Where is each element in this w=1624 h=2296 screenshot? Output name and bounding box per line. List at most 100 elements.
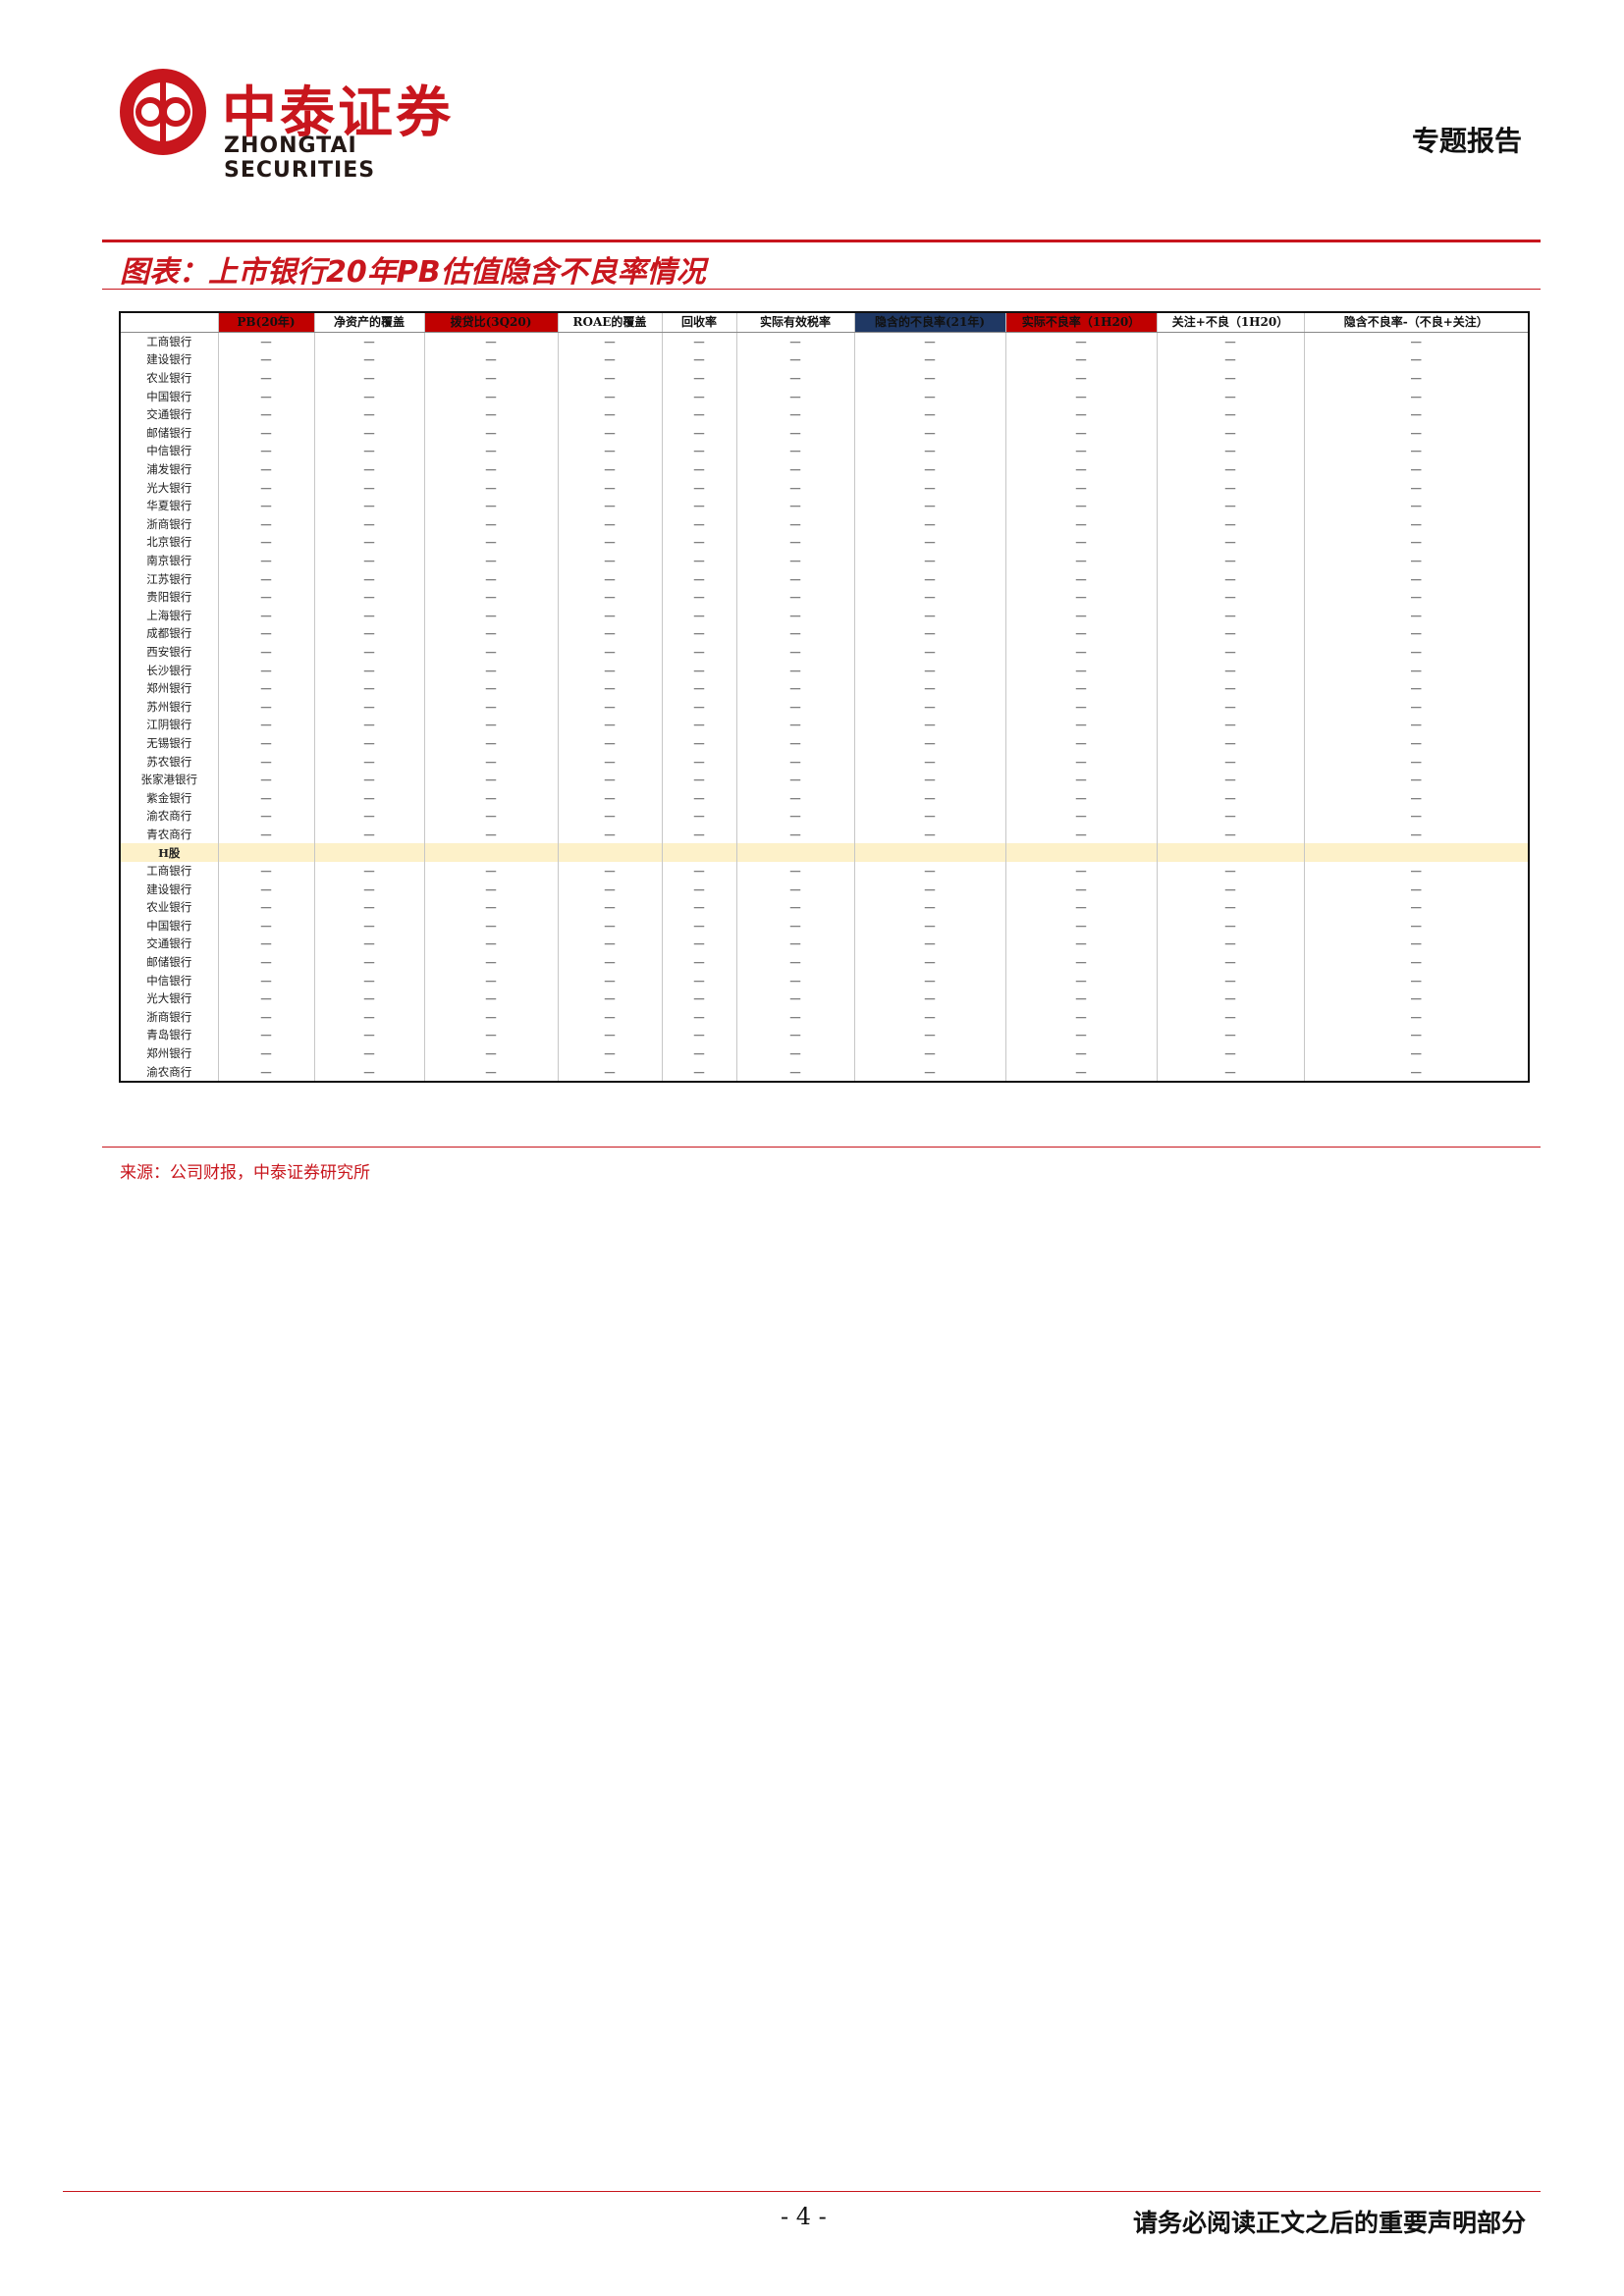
value-cell: —: [423, 952, 558, 972]
value-cell: —: [661, 733, 736, 753]
value-cell: —: [557, 716, 662, 734]
value-cell: —: [217, 350, 314, 369]
bank-name-cell: 工商银行: [119, 861, 218, 881]
value-cell: —: [853, 624, 1005, 643]
value-cell: —: [1156, 442, 1304, 460]
value-cell: —: [557, 697, 662, 717]
value-cell: —: [1004, 1026, 1157, 1044]
value-cell: —: [1004, 642, 1157, 662]
value-cell: —: [423, 624, 558, 643]
value-cell: —: [735, 587, 854, 607]
value-cell: —: [557, 861, 662, 881]
value-cell: —: [557, 551, 662, 570]
value-cell: —: [661, 898, 736, 917]
table-section-h-shares: H股: [119, 843, 1529, 862]
value-cell: —: [217, 934, 314, 953]
value-cell: —: [557, 368, 662, 388]
value-cell: —: [217, 368, 314, 388]
value-cell: —: [1004, 861, 1157, 881]
value-cell: —: [1156, 404, 1304, 424]
value-cell: —: [853, 533, 1005, 552]
bank-name-cell: 光大银行: [119, 988, 218, 1008]
bank-name-cell: 光大银行: [119, 478, 218, 497]
value-cell: —: [1303, 404, 1529, 424]
value-cell: —: [217, 952, 314, 972]
value-cell: —: [313, 952, 424, 972]
value-cell: —: [735, 1007, 854, 1027]
value-cell: —: [557, 624, 662, 643]
value-cell: —: [557, 569, 662, 588]
value-cell: —: [1303, 697, 1529, 717]
value-cell: —: [557, 971, 662, 989]
value-cell: —: [661, 533, 736, 552]
value-cell: —: [1303, 733, 1529, 753]
value-cell: —: [1156, 478, 1304, 497]
value-cell: —: [1156, 368, 1304, 388]
value-cell: —: [1004, 478, 1157, 497]
value-cell: —: [1004, 387, 1157, 405]
company-logo: 中泰证券 ZHONGTAI SECURITIES: [116, 61, 509, 183]
table-row: 交通银行 — — — — — — — — — —: [119, 404, 1529, 424]
value-cell: —: [313, 533, 424, 552]
value-cell: —: [1156, 752, 1304, 771]
value-cell: —: [217, 752, 314, 771]
bank-name-cell: 长沙银行: [119, 661, 218, 679]
value-cell: —: [1004, 716, 1157, 734]
value-cell: —: [217, 733, 314, 753]
value-cell: —: [735, 716, 854, 734]
value-cell: —: [853, 1026, 1005, 1044]
value-cell: —: [853, 1062, 1005, 1082]
value-cell: —: [313, 478, 424, 497]
value-cell: —: [735, 459, 854, 479]
value-cell: —: [1156, 788, 1304, 808]
value-cell: —: [217, 807, 314, 826]
value-cell: —: [1303, 770, 1529, 789]
value-cell: —: [853, 788, 1005, 808]
table-row: 青岛银行 — — — — — — — — — —: [119, 1026, 1529, 1044]
value-cell: —: [1004, 624, 1157, 643]
table-row: 江阴银行 — — — — — — — — — —: [119, 716, 1529, 734]
value-cell: —: [1004, 934, 1157, 953]
value-cell: —: [735, 971, 854, 989]
table-body-h-shares: 工商银行 — — — — — — — — — — 建设银行 — — — — — — — — — — 农业银行 — — — — — — — —…: [119, 861, 1529, 1082]
column-header: 关注+不良（1H20）: [1156, 312, 1304, 333]
value-cell: —: [661, 1007, 736, 1027]
value-cell: —: [1004, 752, 1157, 771]
value-cell: —: [423, 478, 558, 497]
value-cell: —: [1004, 533, 1157, 552]
bank-name-cell: 江苏银行: [119, 569, 218, 588]
value-cell: —: [1156, 807, 1304, 826]
value-cell: —: [1303, 971, 1529, 989]
value-cell: —: [661, 788, 736, 808]
value-cell: —: [1156, 1007, 1304, 1027]
value-cell: —: [423, 496, 558, 515]
value-cell: —: [1303, 368, 1529, 388]
value-cell: —: [735, 442, 854, 460]
value-cell: —: [853, 642, 1005, 662]
value-cell: —: [1303, 934, 1529, 953]
value-cell: —: [313, 624, 424, 643]
value-cell: —: [1156, 569, 1304, 588]
value-cell: —: [557, 423, 662, 443]
value-cell: —: [217, 587, 314, 607]
value-cell: —: [661, 1062, 736, 1082]
value-cell: —: [661, 861, 736, 881]
value-cell: —: [1156, 496, 1304, 515]
bank-name-cell: 成都银行: [119, 624, 218, 643]
value-cell: —: [423, 807, 558, 826]
value-cell: —: [217, 1062, 314, 1082]
value-cell: —: [735, 661, 854, 679]
value-cell: —: [423, 387, 558, 405]
bank-name-cell: 中国银行: [119, 387, 218, 405]
bank-name-cell: 工商银行: [119, 332, 218, 351]
value-cell: —: [313, 661, 424, 679]
table-row: 中国银行 — — — — — — — — — —: [119, 916, 1529, 935]
value-cell: —: [1303, 716, 1529, 734]
value-cell: —: [557, 404, 662, 424]
table-row: 郑州银行 — — — — — — — — — —: [119, 1043, 1529, 1063]
table-row: 上海银行 — — — — — — — — — —: [119, 606, 1529, 625]
value-cell: —: [1303, 1043, 1529, 1063]
value-cell: —: [853, 661, 1005, 679]
value-cell: —: [735, 533, 854, 552]
value-cell: —: [313, 788, 424, 808]
